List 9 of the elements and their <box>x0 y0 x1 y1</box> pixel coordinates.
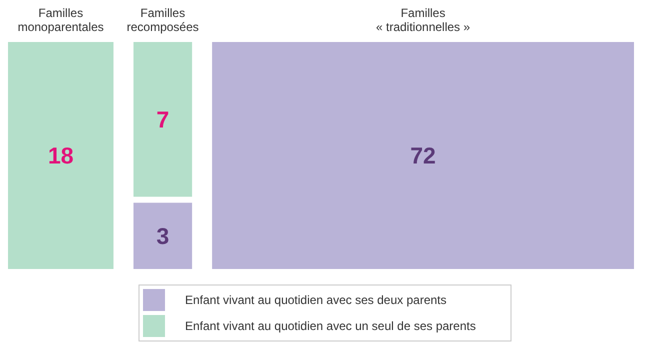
category-label: Familles « traditionnelles » <box>375 7 472 34</box>
legend-label: Enfant vivant au quotidien avec un seul de ses parents <box>185 319 476 333</box>
data-label: 7 <box>156 106 170 132</box>
data-label: 72 <box>410 142 436 168</box>
category-label: Familles recomposées <box>126 7 199 34</box>
legend-label: Enfant vivant au quotidien avec ses deux parents <box>185 293 447 307</box>
data-label: 18 <box>48 142 74 168</box>
data-label: 3 <box>156 222 170 249</box>
category-label: Familles monoparentales <box>18 7 104 34</box>
